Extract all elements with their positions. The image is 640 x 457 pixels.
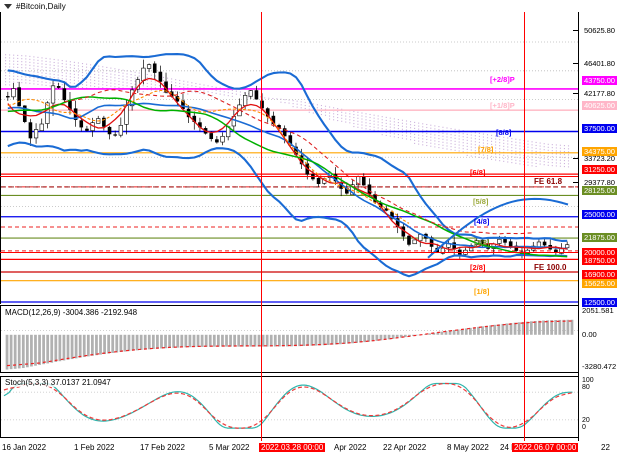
price-tick xyxy=(573,182,578,183)
price-label-40625-00: 40625.00 xyxy=(582,101,617,110)
crosshair-horizontal xyxy=(0,176,578,177)
murrey-label-78: [7/8] xyxy=(478,145,494,154)
date-label: 2022.03.28 00:00 xyxy=(259,443,326,452)
chart-symbol-label: #Bitcoin,Daily xyxy=(16,1,66,11)
triangle-down-icon[interactable] xyxy=(4,3,12,9)
price-label-28125-00: 28125.00 xyxy=(582,186,617,195)
fib-label-FE618: FE 61.8 xyxy=(534,177,563,186)
stoch-scale-20: 20 xyxy=(582,417,590,424)
date-axis[interactable]: 16 Jan 2022 1 Feb 2022 17 Feb 2022 5 Mar 20… xyxy=(0,441,640,457)
price-chart-pane[interactable] xyxy=(0,12,579,304)
price-label-29377-80: 29377.80 xyxy=(584,178,615,187)
price-axis-line xyxy=(578,12,579,441)
murrey-label-48: [4/8] xyxy=(474,217,490,226)
fib-label-FE1000: FE 100.0 xyxy=(534,263,567,272)
date-label: 8 May 2022 xyxy=(447,443,489,452)
chart-title-bar: #Bitcoin,Daily xyxy=(0,0,640,12)
stoch-label: Stoch(5,3,3) 37.0137 21.0947 xyxy=(4,378,112,387)
date-label: 17 Feb 2022 xyxy=(140,443,185,452)
murrey-label-38: [3/8] xyxy=(474,238,490,247)
crosshair-horizontal xyxy=(0,252,578,253)
date-label: Apr 2022 xyxy=(334,443,367,452)
price-label-43750-00: 43750.00 xyxy=(582,76,617,85)
stoch-scale-80: 80 xyxy=(582,384,590,391)
crosshair-june[interactable] xyxy=(524,12,525,441)
murrey-label-28: [2/8] xyxy=(470,263,486,272)
price-tick xyxy=(573,30,578,31)
price-tick xyxy=(573,158,578,159)
date-label: 22 Apr 2022 xyxy=(383,443,427,452)
price-label-16900-00: 16900.00 xyxy=(582,270,617,279)
macd-scale-mid: 0.00 xyxy=(582,330,597,339)
price-label-46401-80: 46401.80 xyxy=(584,59,615,68)
price-label-34375-00: 34375.00 xyxy=(582,147,617,156)
murrey-label-18: [1/8] xyxy=(474,287,490,296)
murrey-label-68: [6/8] xyxy=(470,168,486,177)
price-label-18750-00: 18750.00 xyxy=(582,256,617,265)
price-label-21875-00: 21875.00 xyxy=(582,233,617,242)
price-label-25000-00: 25000.00 xyxy=(582,210,617,219)
price-label-31250-00: 31250.00 xyxy=(582,165,617,174)
date-label: 16 Jan 2022 xyxy=(2,443,47,452)
murrey-label-28P: [+2/8]P xyxy=(490,75,515,84)
stoch-scale-100: 100 xyxy=(582,377,594,384)
price-tick xyxy=(573,93,578,94)
price-tick xyxy=(573,63,578,64)
price-label-15625-00: 15625.00 xyxy=(582,279,617,288)
date-label: 1 Feb 2022 xyxy=(74,443,115,452)
date-label: 2022.06.07 00:00 xyxy=(512,443,579,452)
macd-scale-top: 2051.581 xyxy=(582,306,614,315)
date-label: 22 xyxy=(601,443,610,452)
stoch-scale-0: 0 xyxy=(582,424,586,431)
murrey-label-58: [5/8] xyxy=(473,197,489,206)
price-label-20000-00: 20000.00 xyxy=(582,248,617,257)
price-label-33723-20: 33723.20 xyxy=(584,154,615,163)
price-label-12500-00: 12500.00 xyxy=(582,298,617,307)
macd-label: MACD(12,26,9) -3004.386 -2192.948 xyxy=(4,308,139,317)
murrey-label-88: [8/8] xyxy=(496,128,512,137)
price-label-42177-80: 42177.80 xyxy=(584,89,615,98)
crosshair-march[interactable] xyxy=(261,12,262,441)
macd-scale-bottom: -3280.472 xyxy=(582,362,617,371)
date-label: 5 Mar 2022 xyxy=(209,443,250,452)
price-label-37500-00: 37500.00 xyxy=(582,124,617,133)
price-label-50625-80: 50625.80 xyxy=(584,26,615,35)
murrey-label-18P: [+1/8]P xyxy=(490,101,515,110)
